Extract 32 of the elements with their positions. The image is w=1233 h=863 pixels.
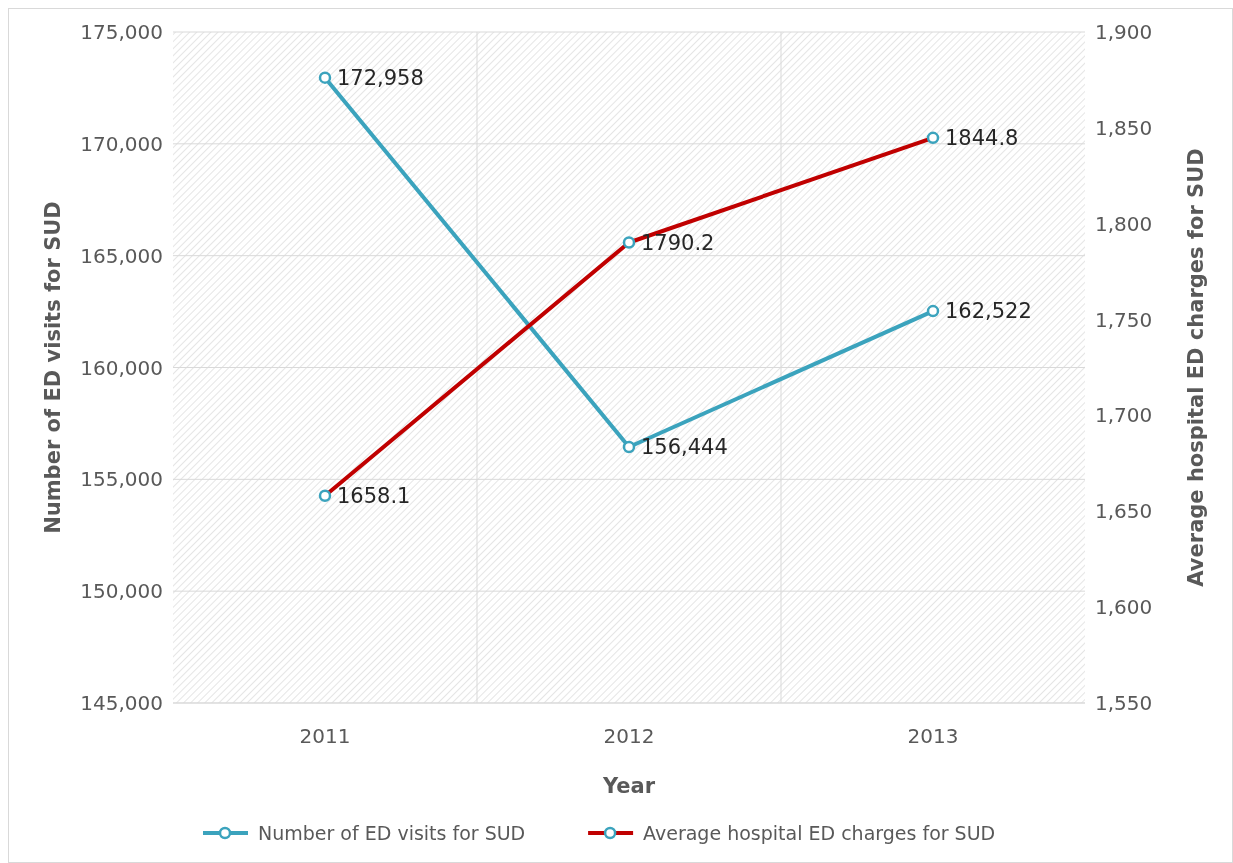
y2-tick-label: 1,800 xyxy=(1095,211,1153,236)
data-label: 172,958 xyxy=(337,65,424,90)
y2-tick-label: 1,900 xyxy=(1095,20,1153,44)
y2-axis-title: Average hospital ED charges for SUD xyxy=(1184,148,1208,587)
y-tick-label: 175,000 xyxy=(80,20,163,44)
y-tick-label: 170,000 xyxy=(80,131,163,156)
data-label: 156,444 xyxy=(641,435,728,460)
y-tick-label: 150,000 xyxy=(80,579,163,604)
y-tick-label: 165,000 xyxy=(80,243,163,268)
point xyxy=(318,71,332,84)
x-axis-title: Year xyxy=(601,774,656,798)
y-axis-title: Number of ED visits for SUD xyxy=(41,201,65,534)
y-tick-label: 160,000 xyxy=(80,355,163,380)
point xyxy=(926,304,940,318)
y2-tick-label: 1,700 xyxy=(1095,403,1153,428)
data-label: 162,522 xyxy=(945,299,1032,324)
legend-label: Average hospital ED charges for SUD xyxy=(643,822,996,844)
x-tick-label: 2013 xyxy=(907,724,959,748)
y-tick-label: 145,000 xyxy=(80,691,163,715)
x-tick-label: 2011 xyxy=(299,724,351,748)
y2-tick-label: 1,750 xyxy=(1095,307,1153,332)
y2-tick-label: 1,850 xyxy=(1095,115,1153,140)
x-tick-label: 2012 xyxy=(603,724,655,748)
y-tick-label: 155,000 xyxy=(80,467,163,492)
legend-label: Number of ED visits for SUD xyxy=(258,822,526,844)
data-label: 1790.2 xyxy=(641,230,715,255)
y2-tick-label: 1,550 xyxy=(1095,691,1153,715)
point xyxy=(622,440,636,454)
data-label: 1844.8 xyxy=(945,125,1019,150)
y2-tick-label: 1,650 xyxy=(1095,499,1153,524)
data-label: 1658.1 xyxy=(337,483,411,508)
y2-tick-label: 1,600 xyxy=(1095,595,1153,620)
